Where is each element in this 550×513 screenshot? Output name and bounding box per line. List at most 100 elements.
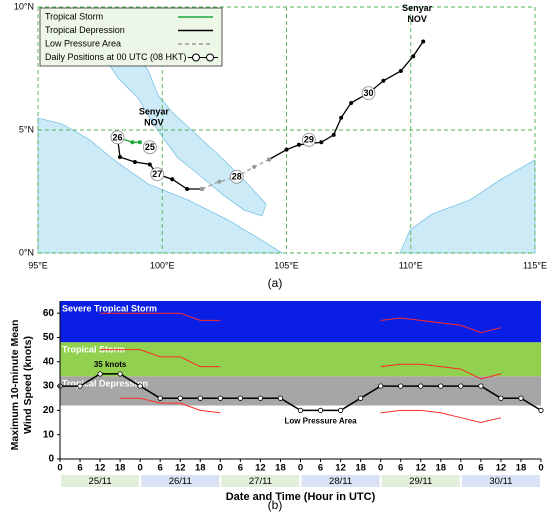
intensity-point: [518, 395, 524, 401]
daily-label: 27: [152, 169, 162, 179]
track-point: [319, 140, 324, 145]
intensity-point: [458, 383, 464, 389]
track-point: [381, 78, 386, 83]
intensity-point: [217, 395, 223, 401]
x-tick-label: 0: [378, 463, 383, 474]
date-band: [141, 475, 220, 487]
intensity-point: [317, 407, 324, 413]
date-band: [381, 475, 460, 487]
x-tick-label: 6: [238, 463, 243, 474]
x-tick-label: 18: [516, 463, 527, 474]
y-tick-label: 50: [43, 332, 55, 343]
date-label: 25/11: [89, 476, 112, 487]
track-point: [398, 68, 403, 73]
y-axis-label: Maximum 10-minute Mean: [9, 320, 21, 451]
storm-code: NOV: [407, 14, 427, 24]
y-tick-label: 10: [43, 429, 55, 440]
intensity-point: [77, 383, 83, 389]
x-tick-label: 0: [458, 463, 463, 474]
x-tick-label: 12: [496, 463, 507, 474]
intensity-point: [97, 371, 103, 377]
x-tick-label: 18: [275, 463, 286, 474]
intensity-point: [297, 407, 304, 413]
band-label: Tropical Depression: [62, 379, 148, 389]
intensity-line: [100, 312, 502, 334]
track-point: [200, 187, 205, 192]
y-tick-label: 60: [43, 308, 55, 319]
daily-position: [110, 130, 125, 145]
caption: (a): [268, 276, 283, 290]
legend-marker: [192, 53, 200, 62]
track-point: [267, 157, 272, 162]
legend-label: Daily Positions at 00 UTC (08 HKT): [45, 52, 187, 62]
intensity-line: [120, 397, 502, 424]
date-band: [221, 475, 300, 487]
peninsula: [104, 51, 267, 217]
annotation: Low Pressure Area: [284, 416, 357, 425]
track-point: [284, 147, 289, 152]
intensity-point: [257, 395, 264, 401]
x-tick-label: 0: [218, 463, 223, 474]
x-tick-label: 18: [355, 463, 366, 474]
y-tick-label: 10°N: [14, 1, 34, 11]
intensity-point: [478, 383, 484, 389]
track-point: [185, 187, 190, 192]
borneo: [399, 159, 536, 254]
intensity-point: [177, 395, 183, 401]
x-tick-label: 0: [138, 463, 143, 474]
x-tick-label: 12: [175, 463, 186, 474]
y-tick-label: 40: [43, 356, 55, 367]
date-label: 29/11: [409, 476, 432, 487]
daily-position: [301, 132, 316, 147]
intensity-point: [498, 395, 504, 401]
x-tick-label: 100°E: [150, 260, 175, 270]
intensity-point: [358, 395, 364, 401]
x-tick-label: 18: [195, 463, 206, 474]
band-label: Severe Tropical Storm: [62, 303, 157, 313]
intensity-line: [100, 349, 502, 380]
intensity-point: [137, 383, 143, 389]
x-tick-label: 18: [436, 463, 447, 474]
track-point: [339, 115, 344, 120]
track-point: [170, 177, 175, 182]
legend-marker: [206, 53, 214, 62]
intensity-point: [237, 395, 243, 401]
track-point: [137, 140, 142, 145]
intensity-point: [337, 407, 344, 413]
track-point: [349, 100, 354, 105]
intensity-point: [197, 395, 203, 401]
storm-code: NOV: [144, 118, 164, 128]
daily-position: [150, 167, 165, 182]
daily-position: [361, 86, 376, 100]
intensity-point: [378, 383, 384, 389]
x-tick-label: 105°E: [274, 260, 299, 270]
y-tick-label: 20: [43, 405, 55, 416]
intensity-point: [538, 407, 544, 413]
x-tick-label: 0: [538, 463, 543, 474]
x-tick-label: 110°E: [399, 260, 423, 270]
x-axis-label: Date and Time (Hour in UTC): [226, 491, 376, 503]
daily-position: [142, 140, 157, 155]
x-tick-label: 95°E: [28, 260, 48, 270]
x-tick-label: 0: [57, 463, 62, 474]
x-tick-label: 6: [158, 463, 163, 474]
date-band: [461, 475, 540, 487]
intensity-band: [60, 301, 541, 343]
intensity-point: [418, 383, 424, 389]
intensity-band: [60, 342, 541, 377]
date-band: [301, 475, 380, 487]
daily-label: 26: [113, 132, 123, 142]
intensity-point: [398, 383, 404, 389]
y-tick-label: 0: [48, 454, 54, 465]
x-tick-label: 12: [255, 463, 266, 474]
daily-label: 28: [232, 172, 242, 182]
track-point: [130, 140, 135, 145]
daily-position: [229, 169, 244, 184]
track-point: [118, 155, 123, 160]
land: [37, 11, 536, 254]
band-label: Tropical Storm: [62, 345, 125, 355]
intensity-point: [157, 395, 163, 401]
daily-label: 29: [304, 135, 314, 145]
